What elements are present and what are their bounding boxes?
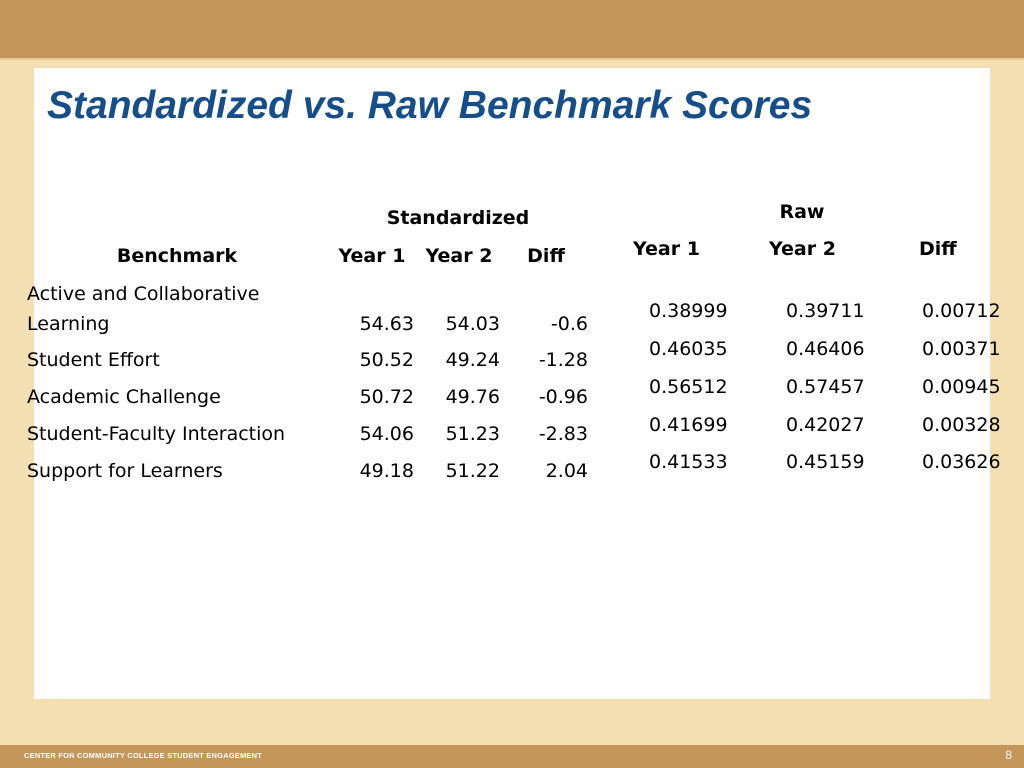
raw-year1-header: Year 1 bbox=[633, 238, 700, 260]
raw-year1-value: 0.38999 bbox=[649, 300, 728, 322]
raw-year2-value: 0.39711 bbox=[786, 300, 865, 322]
benchmark-name: Student-Faculty Interaction bbox=[27, 423, 286, 445]
std-year2-value: 49.24 bbox=[445, 349, 500, 371]
std-year2-value: 51.22 bbox=[445, 460, 500, 482]
std-diff-value: 2.04 bbox=[545, 460, 588, 482]
benchmark-name: Student Effort bbox=[27, 349, 160, 371]
page-number: 8 bbox=[1005, 748, 1012, 762]
header-divider bbox=[0, 58, 1024, 60]
raw-diff-value: 0.00371 bbox=[922, 338, 1001, 360]
std-year1-header: Year 1 bbox=[338, 245, 406, 267]
std-year2-value: 49.76 bbox=[445, 386, 500, 408]
std-diff-value: -2.83 bbox=[538, 423, 588, 445]
benchmark-column-header: Benchmark bbox=[116, 245, 238, 267]
raw-year1-value: 0.41533 bbox=[649, 451, 728, 473]
raw-year2-value: 0.45159 bbox=[786, 451, 865, 473]
benchmark-name: Active and Collaborative Learning bbox=[27, 283, 260, 335]
raw-diff-value: 0.00712 bbox=[922, 300, 1001, 322]
raw-group-header: Raw bbox=[779, 201, 825, 223]
raw-year1-value: 0.56512 bbox=[649, 376, 728, 398]
raw-year2-header: Year 2 bbox=[769, 238, 836, 260]
raw-year2-value: 0.57457 bbox=[786, 376, 865, 398]
raw-diff-header: Diff bbox=[919, 238, 957, 260]
std-diff-value: -0.96 bbox=[538, 386, 588, 408]
benchmark-name: Support for Learners bbox=[27, 460, 223, 482]
std-year2-value: 51.23 bbox=[445, 423, 500, 445]
std-year1-value: 49.18 bbox=[359, 460, 414, 482]
std-year1-value: 54.63 bbox=[359, 313, 414, 335]
raw-diff-value: 0.00945 bbox=[922, 376, 1001, 398]
std-year1-value: 54.06 bbox=[359, 423, 414, 445]
footer-band bbox=[0, 745, 1024, 768]
std-diff-value: -0.6 bbox=[550, 313, 588, 335]
standardized-group-header: Standardized bbox=[386, 207, 530, 229]
benchmark-name: Academic Challenge bbox=[27, 386, 221, 408]
raw-diff-value: 0.00328 bbox=[922, 414, 1001, 436]
raw-diff-value: 0.03626 bbox=[922, 451, 1001, 473]
std-year1-value: 50.72 bbox=[359, 386, 414, 408]
std-year1-value: 50.52 bbox=[359, 349, 414, 371]
header-band bbox=[0, 0, 1024, 58]
footer-org-name: CENTER FOR COMMUNITY COLLEGE STUDENT ENG… bbox=[24, 751, 263, 760]
slide-panel bbox=[34, 68, 990, 699]
raw-year1-value: 0.46035 bbox=[649, 338, 728, 360]
raw-year2-value: 0.46406 bbox=[786, 338, 865, 360]
raw-year1-value: 0.41699 bbox=[649, 414, 728, 436]
std-year2-value: 54.03 bbox=[445, 313, 500, 335]
std-year2-header: Year 2 bbox=[425, 245, 493, 267]
std-diff-header: Diff bbox=[527, 245, 565, 267]
raw-year2-value: 0.42027 bbox=[786, 414, 865, 436]
std-diff-value: -1.28 bbox=[538, 349, 588, 371]
slide-title: Standardized vs. Raw Benchmark Scores bbox=[47, 84, 813, 127]
